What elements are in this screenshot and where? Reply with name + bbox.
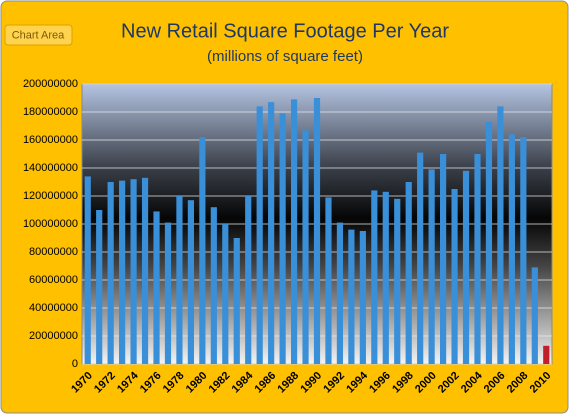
bar (325, 197, 332, 364)
y-tick-label: 160000000 (23, 134, 78, 146)
bar (440, 154, 447, 364)
y-tick-label: 120000000 (23, 190, 78, 202)
bar (268, 102, 275, 364)
bar (371, 190, 378, 364)
bar (222, 224, 229, 364)
tooltip-box (4, 24, 73, 46)
bar (210, 207, 217, 364)
bar (164, 222, 172, 364)
y-tick-label: 100000000 (23, 218, 78, 230)
y-tick-label: 60000000 (29, 274, 78, 286)
bar (428, 169, 435, 364)
bar (462, 170, 470, 364)
y-tick-label: 80000000 (29, 246, 78, 258)
bar (405, 182, 412, 364)
y-tick-label: 180000000 (23, 106, 78, 118)
bar (130, 179, 137, 364)
bar (508, 134, 515, 364)
bar (141, 177, 149, 364)
bar (176, 196, 183, 364)
y-tick-label: 0 (72, 358, 78, 370)
bar (153, 211, 160, 364)
bar (96, 210, 103, 364)
bar (359, 231, 366, 364)
y-tick-label: 140000000 (23, 162, 78, 174)
y-tick-label: 20000000 (29, 330, 78, 342)
bar (313, 98, 321, 364)
tooltip: Chart Area (12, 29, 65, 41)
bar (394, 198, 401, 364)
bar (199, 137, 206, 364)
bar (382, 191, 389, 364)
bar (485, 121, 493, 364)
bar (256, 106, 263, 365)
bar (451, 189, 458, 364)
y-tick-label: 40000000 (29, 302, 78, 314)
bar (119, 180, 126, 364)
bar (84, 176, 91, 364)
bar (531, 267, 538, 364)
bar (245, 196, 252, 364)
bar (474, 154, 481, 364)
bar (520, 137, 527, 364)
bar (290, 99, 298, 365)
bar (107, 182, 114, 364)
bar (233, 238, 240, 364)
bar (279, 113, 286, 365)
chart-subtitle: (millions of square feet) (207, 48, 363, 65)
bar (302, 130, 309, 364)
y-tick-label: 200000000 (23, 78, 78, 90)
bar (417, 152, 424, 364)
bar (543, 345, 550, 364)
chart-title: New Retail Square Footage Per Year (121, 20, 449, 42)
bar (497, 106, 504, 365)
bar (187, 200, 194, 364)
bar (336, 222, 344, 364)
bar (348, 229, 355, 364)
